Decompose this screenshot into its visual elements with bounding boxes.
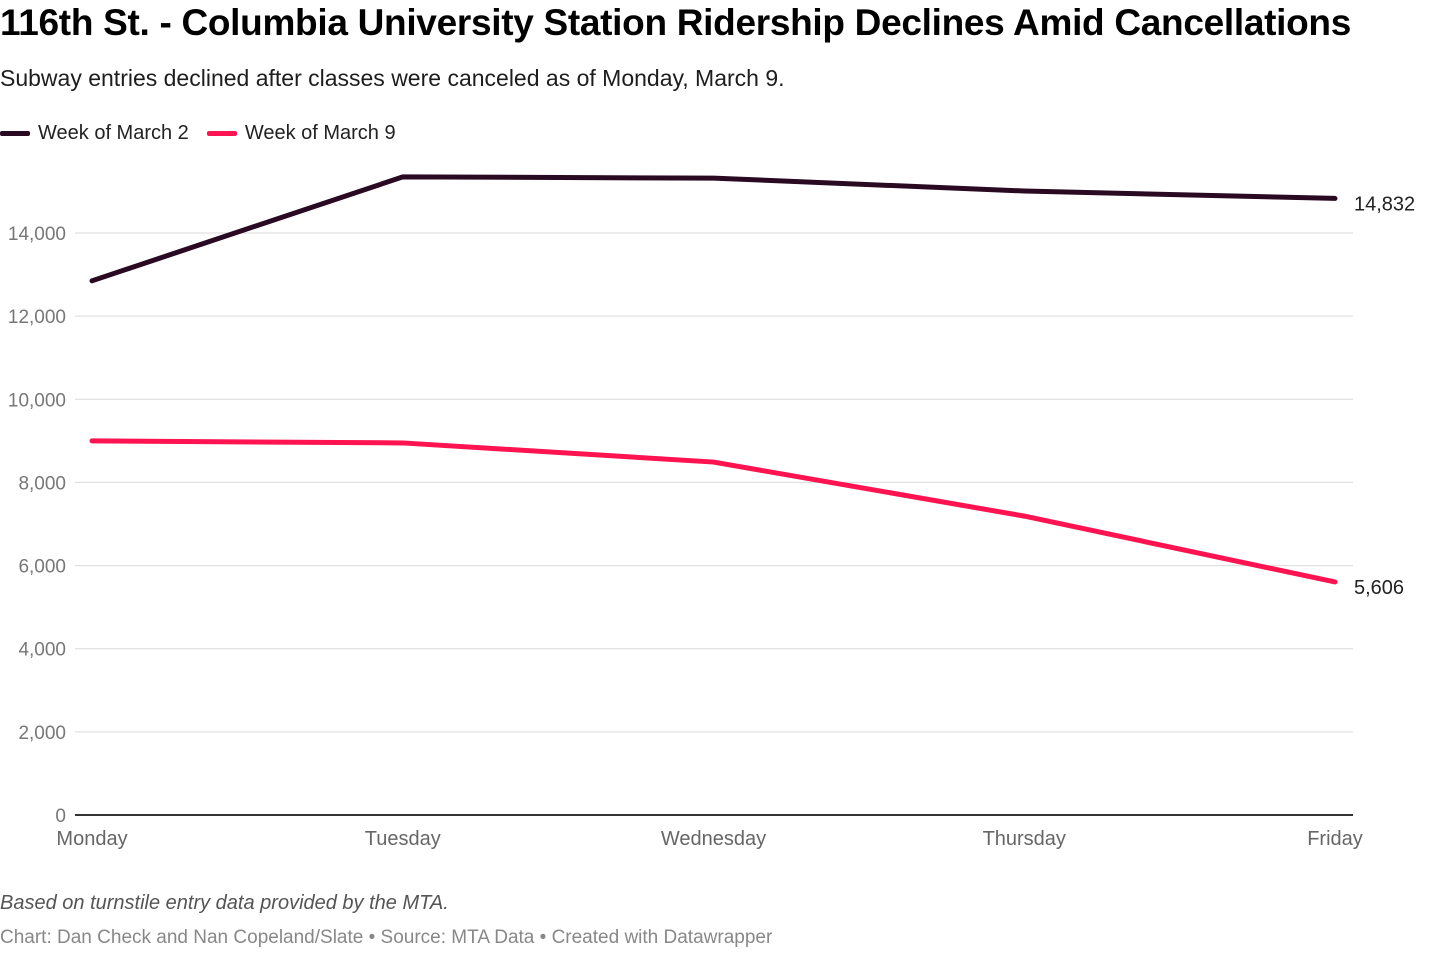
legend-swatch (0, 131, 30, 136)
y-tick-label: 2,000 (18, 723, 66, 744)
end-value-label: 14,832 (1354, 193, 1415, 215)
end-value-label: 5,606 (1354, 577, 1404, 599)
x-tick-label: Thursday (983, 828, 1066, 850)
x-tick-label: Tuesday (365, 828, 441, 850)
series-line (89, 174, 1338, 284)
y-tick-label: 6,000 (18, 557, 66, 578)
legend-item: Week of March 9 (206, 122, 396, 145)
legend-label: Week of March 9 (244, 122, 396, 144)
y-tick-label: 14,000 (8, 224, 66, 245)
y-tick-label: 10,000 (8, 390, 66, 411)
y-tick-label: 4,000 (18, 640, 66, 661)
legend-label: Week of March 2 (38, 122, 189, 144)
series-line (89, 438, 1338, 585)
y-tick-label: 8,000 (18, 473, 66, 494)
chart-subtitle: Subway entries declined after classes we… (0, 65, 785, 91)
x-tick-label: Monday (56, 828, 127, 850)
y-tick-label: 12,000 (8, 307, 66, 328)
x-tick-label: Friday (1307, 828, 1363, 850)
chart-note: Based on turnstile entry data provided b… (0, 892, 449, 914)
chart-credit: Chart: Dan Check and Nan Copeland/Slate … (0, 927, 773, 948)
chart-title: 116th St. - Columbia University Station … (0, 2, 1352, 43)
x-tick-label: Wednesday (661, 828, 766, 850)
legend-swatch (206, 131, 237, 136)
legend-item: Week of March 2 (0, 122, 189, 145)
y-tick-label: 0 (55, 806, 66, 827)
legend: Week of March 2 Week of March 9 (0, 122, 396, 145)
line-chart: 0 2,000 4,000 6,000 8,000 10,000 12,000 14,000 M… (8, 174, 1415, 850)
